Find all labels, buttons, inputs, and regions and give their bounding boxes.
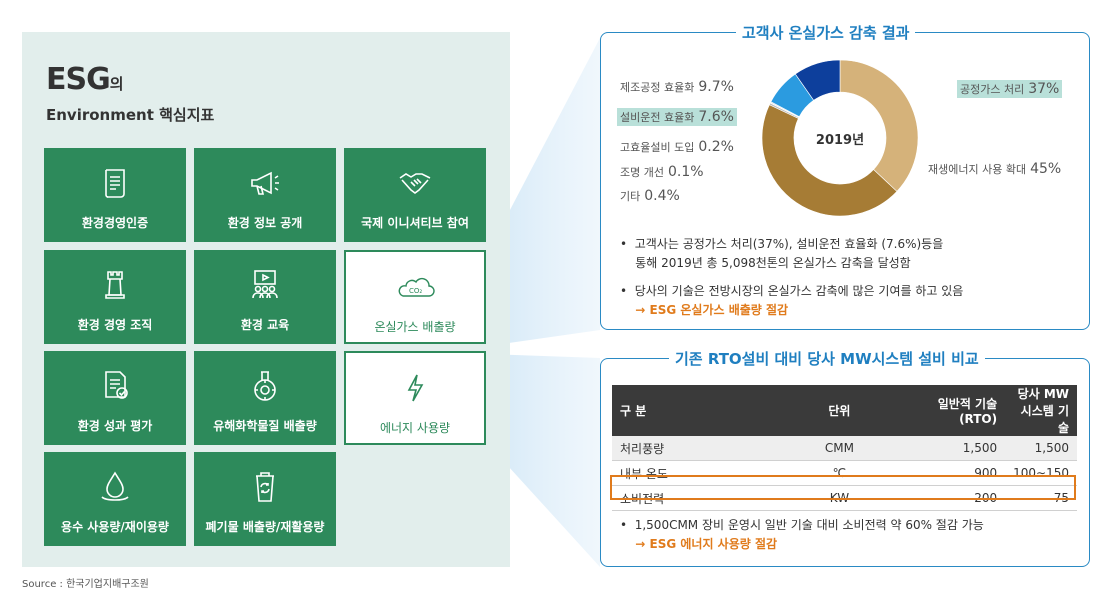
col-header-category: 구 분 <box>612 385 794 436</box>
ghg-result-title: 고객사 온실가스 감축 결과 <box>736 22 916 43</box>
tile-ghg-emission[interactable]: CO₂ 온실가스 배출량 <box>344 250 486 344</box>
donut-slice-6 <box>794 59 841 101</box>
tile-env-performance[interactable]: 환경 성과 평가 <box>44 351 186 445</box>
tile-label: 유해화학물질 배출량 <box>213 419 317 433</box>
chemical-flask-icon <box>254 371 276 401</box>
cell-rto: 1,500 <box>885 436 1006 461</box>
label-lighting: 조명 개선 0.1% <box>620 164 704 180</box>
col-header-unit: 단위 <box>793 385 886 436</box>
document-check-icon <box>105 371 128 399</box>
ghg-bullet-2: • 당사의 기술은 전방시장의 온실가스 감축에 많은 기여를 하고 있음 → … <box>620 284 964 317</box>
cell-rto: 900 <box>885 460 1006 486</box>
esg-subtitle: Environment 핵심지표 <box>46 106 215 124</box>
tile-label: 환경 교육 <box>240 318 290 332</box>
tile-env-certification[interactable]: 환경경영인증 <box>44 148 186 242</box>
col-header-mw: 당사 MW 시스템 기술 <box>1005 385 1077 436</box>
cell-mw: 1,500 <box>1005 436 1077 461</box>
tile-water-usage[interactable]: 용수 사용량/재이용량 <box>44 452 186 546</box>
beam-lower <box>488 354 600 567</box>
table-row: 처리풍량 CMM 1,500 1,500 <box>612 436 1077 461</box>
beam-upper <box>488 38 600 346</box>
label-process-gas: 공정가스 처리 37% <box>957 80 1063 98</box>
donut-slice-0 <box>839 59 919 192</box>
label-equipment-efficiency: 설비운전 효율화 7.6% <box>617 108 737 126</box>
tile-label: 폐기물 배출량/재활용량 <box>205 520 325 534</box>
lightning-icon <box>407 374 424 402</box>
cell-unit: CMM <box>793 436 886 461</box>
col-header-rto: 일반적 기술 (RTO) <box>885 385 1006 436</box>
tower-icon <box>105 271 125 299</box>
cell-unit: ℃ <box>793 460 886 486</box>
tile-waste-recycling[interactable]: 폐기물 배출량/재활용량 <box>194 452 336 546</box>
co2-text: CO₂ <box>409 287 422 295</box>
water-drop-icon <box>101 471 129 501</box>
label-other: 기타 0.4% <box>620 188 680 204</box>
ghg-bullet-1: • 고객사는 공정가스 처리(37%), 설비운전 효율화 (7.6%)등을 통… <box>620 237 944 270</box>
tile-label: 환경경영인증 <box>81 216 149 230</box>
tile-label: 온실가스 배출량 <box>374 320 456 334</box>
label-high-efficiency: 고효율설비 도입 0.2% <box>620 139 734 155</box>
tile-env-education[interactable]: 환경 교육 <box>194 250 336 344</box>
rto-bullet: • 1,500CMM 장비 운영시 일반 기술 대비 소비전력 약 60% 절감… <box>620 518 984 551</box>
tile-intl-initiative[interactable]: 국제 이니셔티브 참여 <box>344 148 486 242</box>
rto-compare-title: 기존 RTO설비 대비 당사 MW시스템 설비 비교 <box>669 348 985 369</box>
presentation-icon <box>252 270 278 299</box>
label-renewable: 재생에너지 사용 확대 45% <box>928 161 1062 177</box>
handshake-icon <box>399 173 431 194</box>
tile-label: 환경 경영 조직 <box>77 318 153 332</box>
power-row-highlight <box>610 475 1076 500</box>
tile-energy-usage[interactable]: 에너지 사용량 <box>344 351 486 445</box>
table-header-row: 구 분 단위 일반적 기술 (RTO) 당사 MW 시스템 기술 <box>612 385 1077 436</box>
tile-label: 용수 사용량/재이용량 <box>61 520 169 534</box>
tile-label: 환경 성과 평가 <box>77 419 153 433</box>
co2-cloud-icon: CO₂ <box>398 277 435 297</box>
source-note: Source : 한국기업지배구조원 <box>22 579 149 590</box>
esg-title: ESG의 <box>46 62 124 97</box>
label-process-efficiency: 제조공정 효율화 9.7% <box>620 79 734 95</box>
tile-label: 환경 정보 공개 <box>227 216 303 230</box>
tile-env-disclosure[interactable]: 환경 정보 공개 <box>194 148 336 242</box>
tile-label: 국제 이니셔티브 참여 <box>361 216 469 230</box>
megaphone-icon <box>251 171 279 195</box>
recycle-bin-icon <box>256 472 274 502</box>
tile-label: 에너지 사용량 <box>379 421 451 435</box>
scroll-icon <box>105 169 125 198</box>
table-row: 내부 온도 ℃ 900 100∼150 <box>612 460 1077 486</box>
donut-slice-1 <box>761 104 898 217</box>
cell-category: 내부 온도 <box>612 460 794 486</box>
donut-chart <box>761 59 919 217</box>
tile-hazardous-chemicals[interactable]: 유해화학물질 배출량 <box>194 351 336 445</box>
cell-category: 처리풍량 <box>612 436 794 461</box>
tile-env-organization[interactable]: 환경 경영 조직 <box>44 250 186 344</box>
donut-center-label: 2019년 <box>815 133 865 148</box>
